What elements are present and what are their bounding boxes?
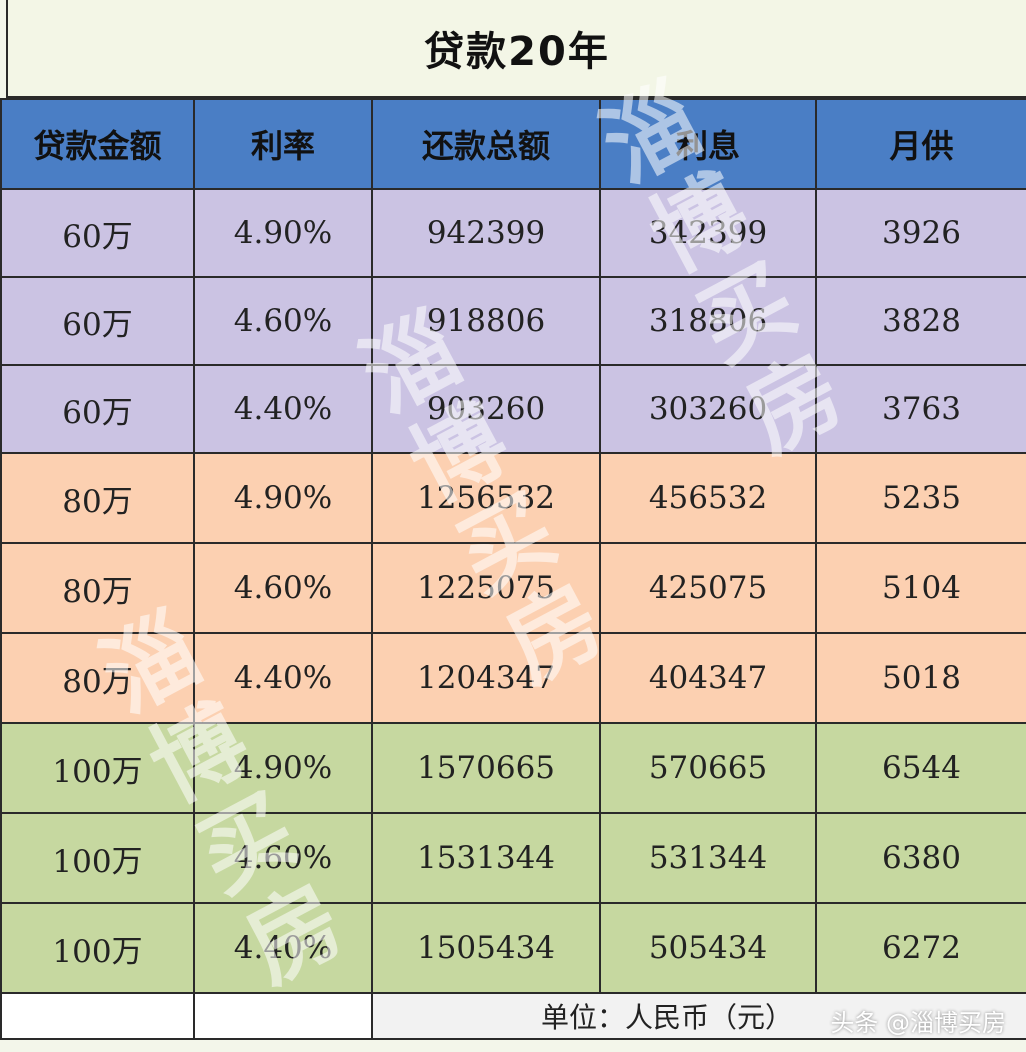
cell-interest: 318806 [599, 276, 817, 366]
cell-monthly: 5235 [815, 452, 1026, 544]
cell-amount: 60万 [0, 188, 195, 278]
cell-amount: 100万 [0, 812, 195, 904]
cell-monthly: 6272 [815, 902, 1026, 994]
cell-interest: 303260 [599, 364, 817, 454]
cell-rate: 4.40% [193, 632, 373, 724]
cell-total: 1505434 [371, 902, 601, 994]
table-row: 80万 4.90% 1256532 456532 5235 [0, 452, 1026, 544]
table-row: 60万 4.60% 918806 318806 3828 [0, 276, 1026, 366]
cell-total: 942399 [371, 188, 601, 278]
header-amount: 贷款金额 [0, 98, 195, 190]
cell-interest: 531344 [599, 812, 817, 904]
header-row: 贷款金额 利率 还款总额 利息 月供 [0, 98, 1026, 190]
cell-total: 903260 [371, 364, 601, 454]
cell-interest: 505434 [599, 902, 817, 994]
table-title-row: 贷款20年 [6, 0, 1026, 98]
table-row: 80万 4.60% 1225075 425075 5104 [0, 542, 1026, 634]
table-row: 100万 4.90% 1570665 570665 6544 [0, 722, 1026, 814]
source-tag: 头条 @淄博买房 [830, 1009, 1006, 1037]
table-title: 贷款20年 [424, 29, 610, 75]
cell-rate: 4.60% [193, 812, 373, 904]
cell-total: 1531344 [371, 812, 601, 904]
cell-rate: 4.40% [193, 902, 373, 994]
cell-amount: 100万 [0, 722, 195, 814]
cell-amount: 60万 [0, 364, 195, 454]
cell-interest: 570665 [599, 722, 817, 814]
table-row: 100万 4.40% 1505434 505434 6272 [0, 902, 1026, 994]
footer-row: 单位：人民币（元） [0, 992, 1026, 1040]
cell-rate: 4.60% [193, 276, 373, 366]
cell-interest: 342399 [599, 188, 817, 278]
cell-interest: 425075 [599, 542, 817, 634]
cell-amount: 100万 [0, 902, 195, 994]
header-rate: 利率 [193, 98, 373, 190]
cell-total: 1256532 [371, 452, 601, 544]
cell-total: 1225075 [371, 542, 601, 634]
cell-amount: 60万 [0, 276, 195, 366]
loan-table: 贷款金额 利率 还款总额 利息 月供 60万 4.90% 942399 3423… [0, 98, 1026, 1040]
cell-monthly: 6544 [815, 722, 1026, 814]
cell-rate: 4.60% [193, 542, 373, 634]
cell-rate: 4.90% [193, 188, 373, 278]
table-row: 60万 4.40% 903260 303260 3763 [0, 364, 1026, 454]
cell-amount: 80万 [0, 632, 195, 724]
header-total: 还款总额 [371, 98, 601, 190]
cell-amount: 80万 [0, 542, 195, 634]
cell-monthly: 3763 [815, 364, 1026, 454]
unit-note: 单位：人民币（元） [371, 992, 1026, 1040]
cell-total: 918806 [371, 276, 601, 366]
cell-rate: 4.90% [193, 452, 373, 544]
table-row: 80万 4.40% 1204347 404347 5018 [0, 632, 1026, 724]
cell-total: 1570665 [371, 722, 601, 814]
header-interest: 利息 [599, 98, 817, 190]
cell-monthly: 3828 [815, 276, 1026, 366]
cell-rate: 4.40% [193, 364, 373, 454]
cell-amount: 80万 [0, 452, 195, 544]
cell-rate: 4.90% [193, 722, 373, 814]
cell-monthly: 3926 [815, 188, 1026, 278]
cell-interest: 456532 [599, 452, 817, 544]
cell-interest: 404347 [599, 632, 817, 724]
table-row: 100万 4.60% 1531344 531344 6380 [0, 812, 1026, 904]
cell-monthly: 5018 [815, 632, 1026, 724]
table-row: 60万 4.90% 942399 342399 3926 [0, 188, 1026, 278]
cell-monthly: 6380 [815, 812, 1026, 904]
header-monthly: 月供 [815, 98, 1026, 190]
cell-total: 1204347 [371, 632, 601, 724]
footer-empty-cell [0, 992, 195, 1040]
cell-monthly: 5104 [815, 542, 1026, 634]
footer-empty-cell [193, 992, 373, 1040]
